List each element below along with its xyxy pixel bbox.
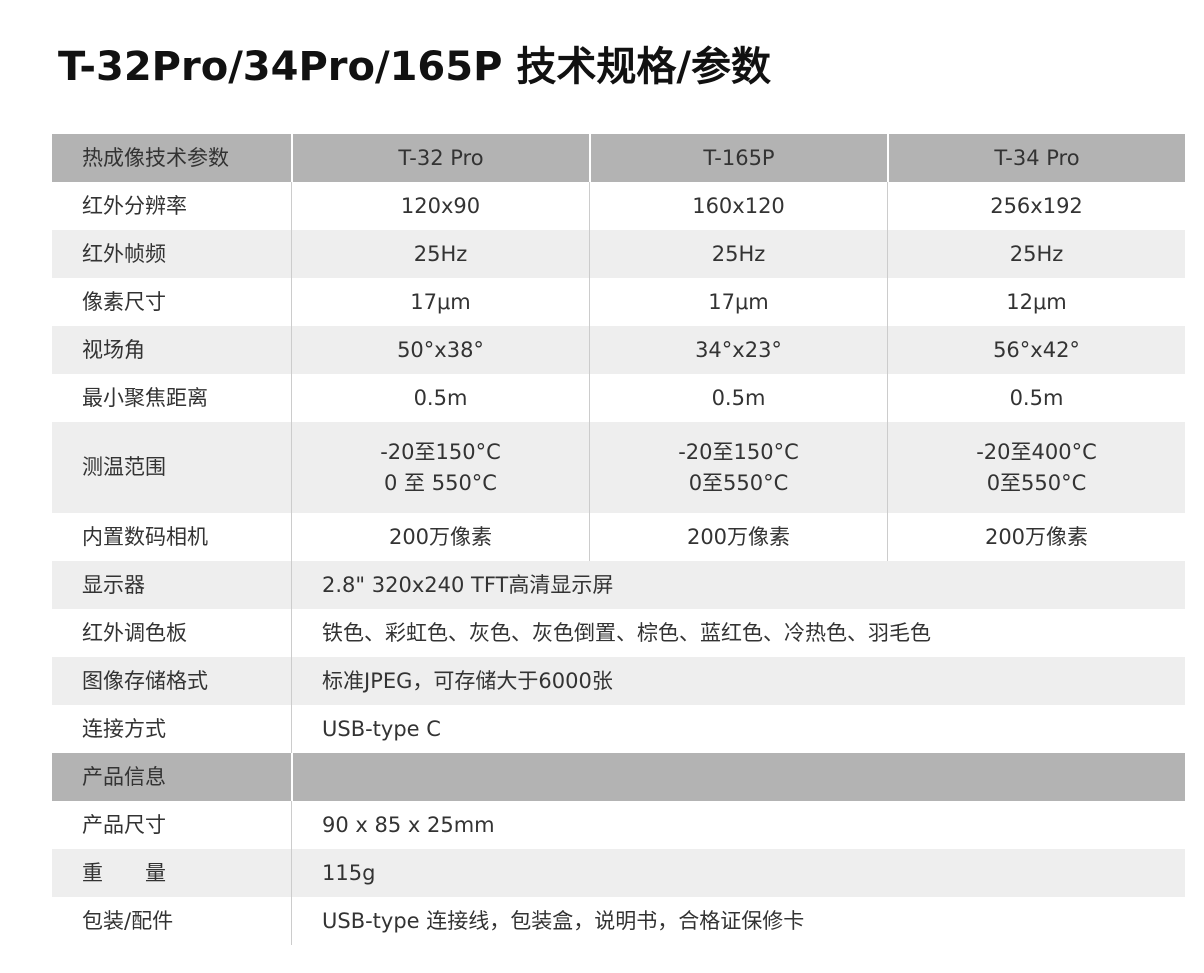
cell-value: 34°x23° [589, 326, 887, 374]
row-label: 像素尺寸 [82, 289, 166, 314]
spec-table: 热成像技术参数 T-32 Pro T-165P T-34 Pro 红外分辨率 120x90… [52, 134, 1185, 945]
table-row: 红外调色板 铁色、彩虹色、灰色、灰色倒置、棕色、蓝红色、冷热色、羽毛色 [52, 609, 1185, 657]
table-row: 包装/配件 USB-type 连接线，包装盒，说明书，合格证保修卡 [52, 897, 1185, 945]
cell-value: 2.8" 320x240 TFT高清显示屏 [291, 561, 1185, 609]
cell-value: 50°x38° [291, 326, 589, 374]
cell-value: T-34 Pro [887, 134, 1185, 182]
page-title: T-32Pro/34Pro/165P 技术规格/参数 [58, 44, 771, 90]
cell-value: 115g [291, 849, 1185, 897]
row-label: 热成像技术参数 [82, 145, 229, 170]
row-label: 显示器 [82, 572, 145, 597]
row-label: 红外调色板 [82, 620, 187, 645]
cell-line: -20至150°C [678, 439, 799, 464]
table-row: 红外帧频 25Hz 25Hz 25Hz [52, 230, 1185, 278]
table-row: 显示器 2.8" 320x240 TFT高清显示屏 [52, 561, 1185, 609]
row-label: 重 量 [82, 860, 166, 885]
table-row: 重 量 115g [52, 849, 1185, 897]
cell-line: -20至150°C [380, 439, 501, 464]
row-label: 红外帧频 [82, 241, 166, 266]
cell-empty [291, 753, 1185, 801]
table-row: 热成像技术参数 T-32 Pro T-165P T-34 Pro [52, 134, 1185, 182]
table-row: 最小聚焦距离 0.5m 0.5m 0.5m [52, 374, 1185, 422]
cell-value: 25Hz [291, 230, 589, 278]
cell-value: 铁色、彩虹色、灰色、灰色倒置、棕色、蓝红色、冷热色、羽毛色 [291, 609, 1185, 657]
row-label: 视场角 [82, 337, 145, 362]
cell-value: 标准JPEG，可存储大于6000张 [291, 657, 1185, 705]
row-label: 产品尺寸 [82, 812, 166, 837]
cell-value: 200万像素 [887, 513, 1185, 561]
table-row: 测温范围 -20至150°C 0 至 550°C -20至150°C 0至550°C -2… [52, 422, 1185, 513]
table-row: 产品尺寸 90 x 85 x 25mm [52, 801, 1185, 849]
cell-value: 200万像素 [291, 513, 589, 561]
table-row: 像素尺寸 17μm 17μm 12μm [52, 278, 1185, 326]
row-label: 测温范围 [82, 455, 166, 479]
cell-line: 0至550°C [986, 470, 1087, 495]
cell-value: 200万像素 [589, 513, 887, 561]
cell-value: 25Hz [887, 230, 1185, 278]
cell-value: 90 x 85 x 25mm [291, 801, 1185, 849]
table-row: 连接方式 USB-type C [52, 705, 1185, 753]
cell-value: 0.5m [589, 374, 887, 422]
cell-value: 12μm [887, 278, 1185, 326]
cell-line: -20至400°C [976, 439, 1097, 464]
cell-value: USB-type 连接线，包装盒，说明书，合格证保修卡 [291, 897, 1185, 945]
table-row: 红外分辨率 120x90 160x120 256x192 [52, 182, 1185, 230]
row-label: 连接方式 [82, 716, 166, 741]
row-label: 图像存储格式 [82, 668, 208, 693]
cell-value: -20至400°C 0至550°C [887, 422, 1185, 513]
cell-value: 0.5m [291, 374, 589, 422]
row-label: 内置数码相机 [82, 524, 208, 549]
cell-value: 0.5m [887, 374, 1185, 422]
row-label: 最小聚焦距离 [82, 385, 208, 410]
cell-value: 25Hz [589, 230, 887, 278]
cell-line: 0 至 550°C [384, 470, 497, 495]
cell-value: 160x120 [589, 182, 887, 230]
cell-value: 120x90 [291, 182, 589, 230]
row-label: 包装/配件 [82, 908, 174, 933]
cell-value: 17μm [589, 278, 887, 326]
table-row: 内置数码相机 200万像素 200万像素 200万像素 [52, 513, 1185, 561]
cell-value: -20至150°C 0至550°C [589, 422, 887, 513]
cell-value: 17μm [291, 278, 589, 326]
cell-value: -20至150°C 0 至 550°C [291, 422, 589, 513]
cell-value: 56°x42° [887, 326, 1185, 374]
table-row: 图像存储格式 标准JPEG，可存储大于6000张 [52, 657, 1185, 705]
row-label: 产品信息 [82, 764, 166, 789]
cell-value: USB-type C [291, 705, 1185, 753]
table-row: 产品信息 [52, 753, 1185, 801]
cell-value: T-165P [589, 134, 887, 182]
cell-line: 0至550°C [688, 470, 789, 495]
cell-value: T-32 Pro [291, 134, 589, 182]
row-label: 红外分辨率 [82, 193, 187, 218]
table-row: 视场角 50°x38° 34°x23° 56°x42° [52, 326, 1185, 374]
cell-value: 256x192 [887, 182, 1185, 230]
